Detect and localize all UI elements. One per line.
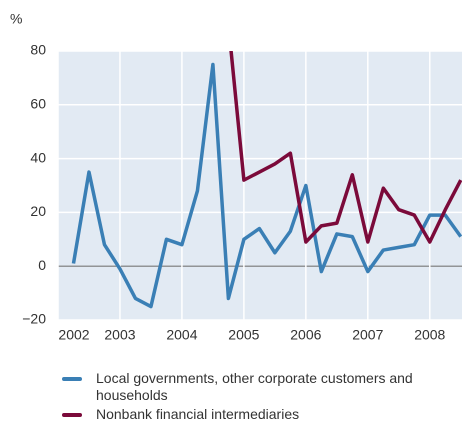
legend-item: Nonbank financial intermediaries — [62, 406, 452, 423]
plot-area — [58, 51, 462, 320]
series-line — [71, 62, 462, 309]
legend-label: Local governments, other corporate custo… — [96, 370, 413, 403]
x-tick-label: 2007 — [352, 327, 383, 343]
x-tick-label: 2002 — [58, 327, 89, 343]
chart: % −20 0 20 40 60 80 2002 2003 2004 2005 2006 2007 20… — [10, 11, 462, 343]
y-tick-label: 0 — [38, 257, 46, 273]
y-tick-label: −20 — [22, 311, 46, 327]
y-tick-label: 20 — [30, 203, 46, 219]
legend-swatch — [62, 413, 82, 417]
x-tick-label: 2005 — [228, 327, 259, 343]
series-line — [229, 51, 462, 244]
legend-label: Nonbank financial intermediaries — [96, 406, 300, 422]
y-tick-label: 80 — [30, 42, 46, 58]
x-tick-label: 2008 — [414, 327, 445, 343]
x-tick-label: 2003 — [104, 327, 135, 343]
legend-item: Local governments, other corporate custo… — [62, 370, 452, 404]
y-tick-label: 40 — [30, 149, 46, 165]
x-tick-label: 2006 — [290, 327, 321, 343]
legend: Local governments, other corporate custo… — [62, 370, 452, 425]
y-axis-label: % — [10, 11, 22, 27]
x-tick-label: 2004 — [166, 327, 197, 343]
y-tick-label: 60 — [30, 96, 46, 112]
legend-swatch — [62, 377, 82, 381]
